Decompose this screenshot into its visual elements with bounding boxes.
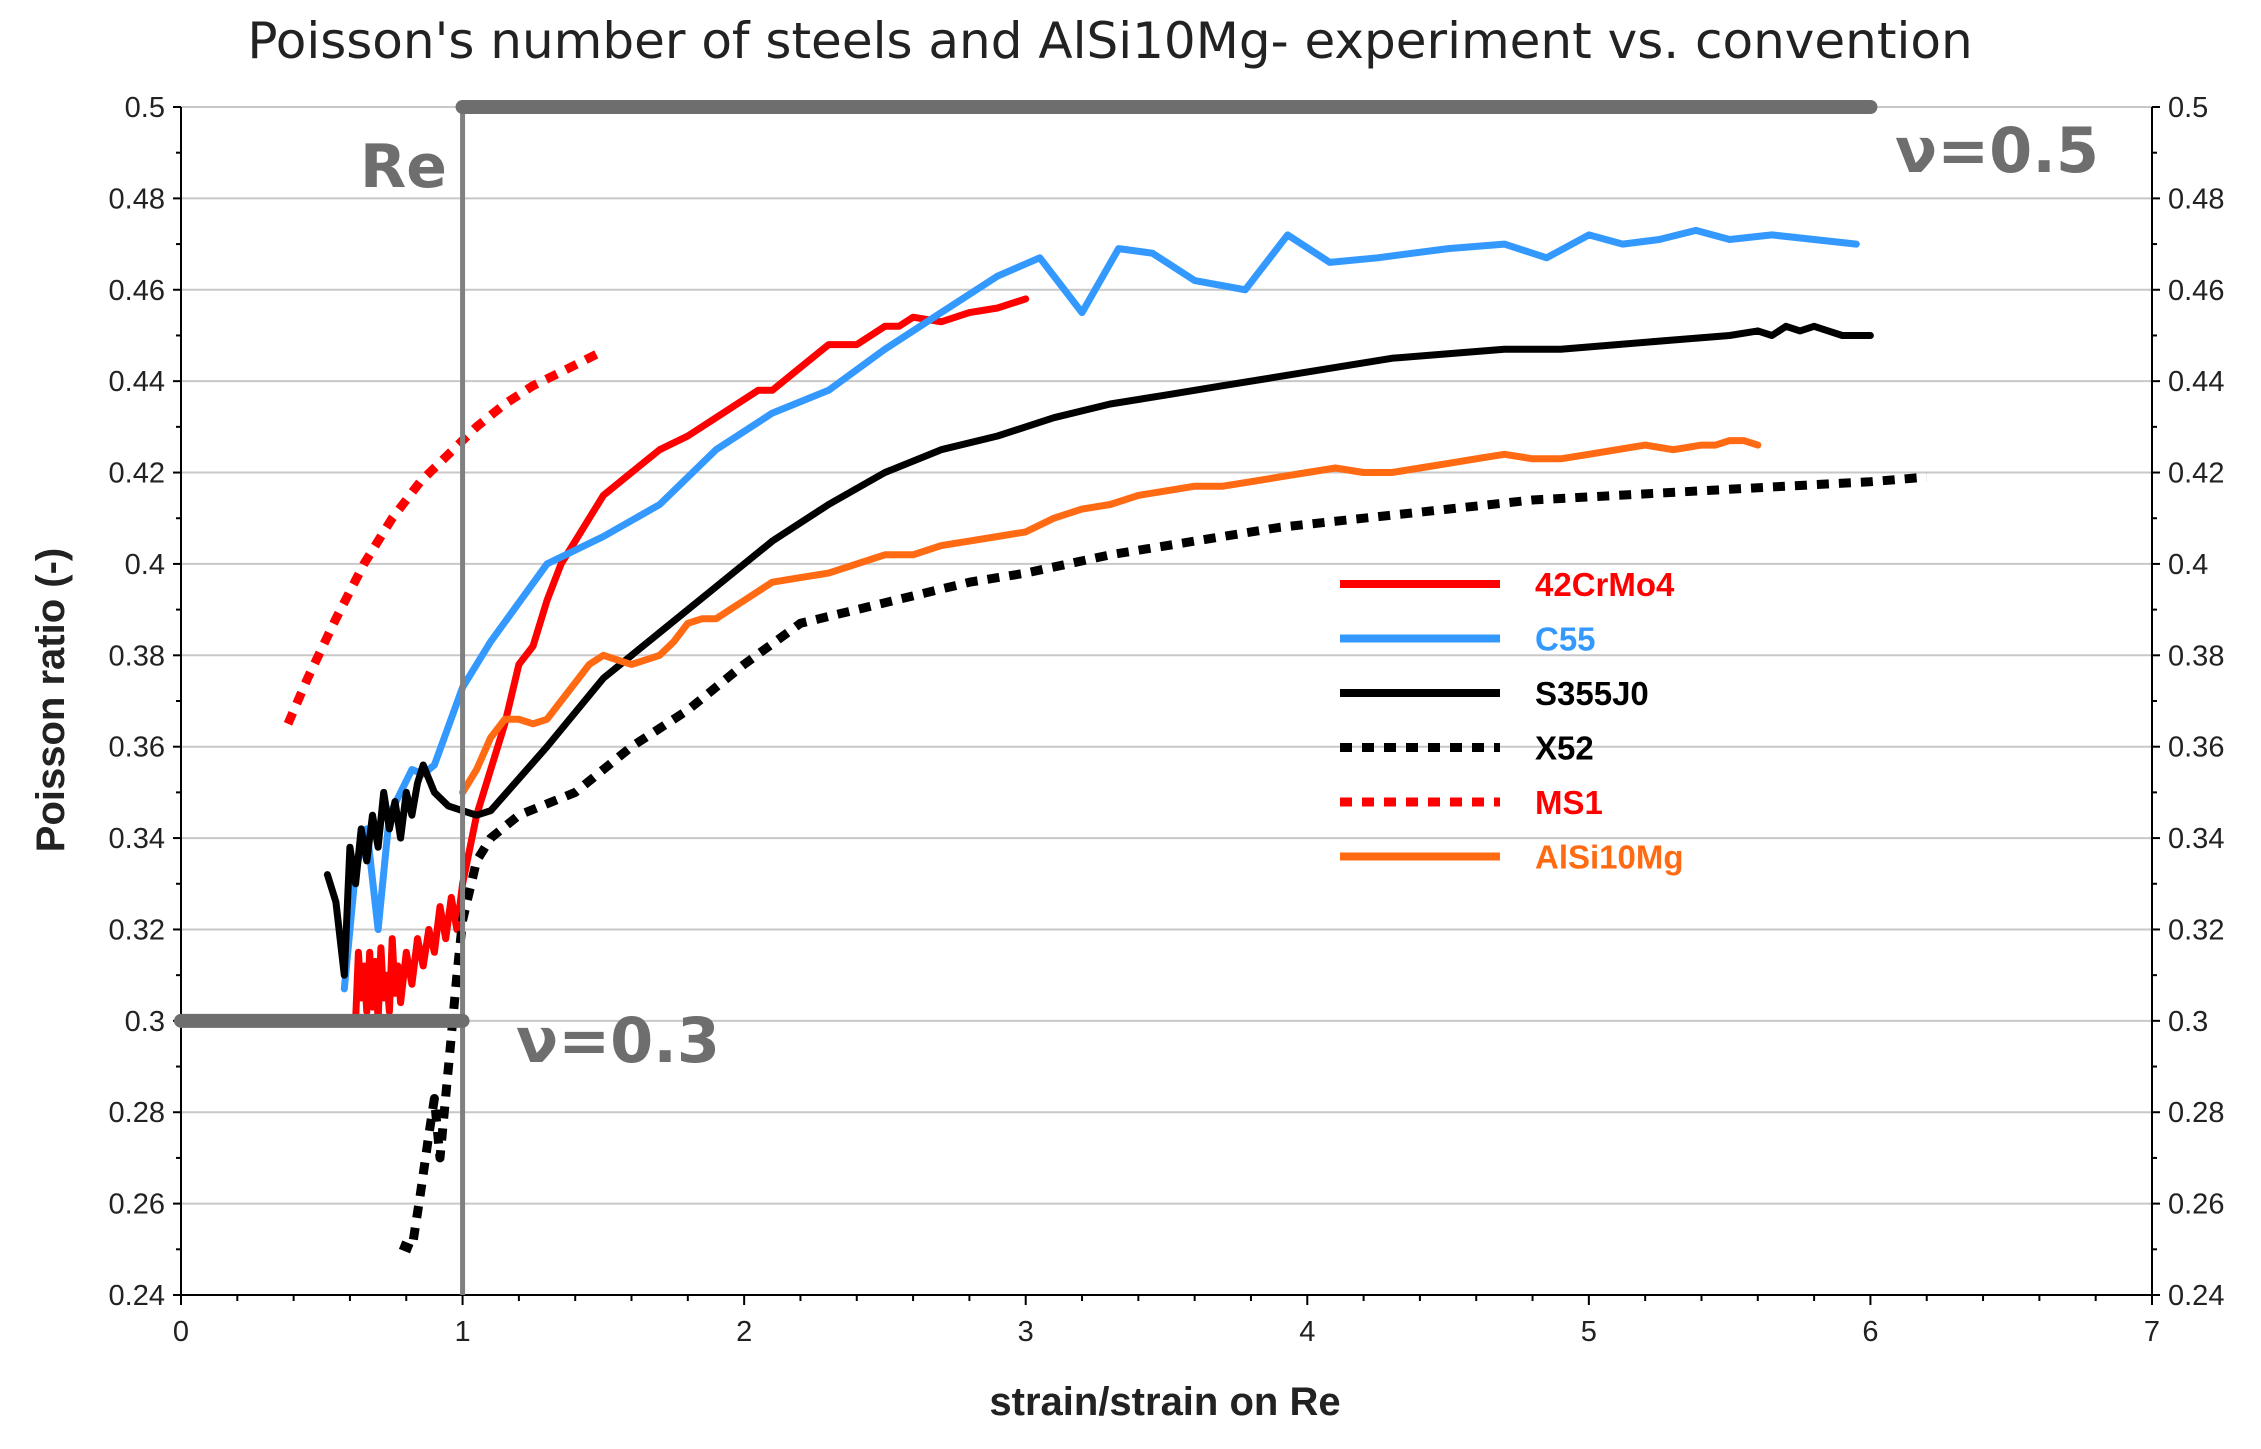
chart-title: Poisson's number of steels and AlSi10Mg-… [247, 12, 1972, 70]
series-layer [283, 226, 1928, 1254]
x-tick-label: 6 [1862, 1316, 1878, 1348]
x-tick-label: 3 [1018, 1316, 1034, 1348]
y-tick-label: 0.36 [109, 732, 165, 764]
y-tick-label: 0.48 [109, 183, 165, 215]
y-tick-label-right: 0.48 [2168, 183, 2224, 215]
y-tick-label-right: 0.42 [2168, 458, 2224, 490]
legend-label-42crmo4: 42CrMo4 [1535, 566, 1675, 603]
y-tick-label: 0.44 [109, 366, 165, 398]
y-tick-label: 0.26 [109, 1189, 165, 1221]
x-axis-label: strain/strain on Re [989, 1380, 1340, 1424]
series-line-alsi10mg [459, 437, 1762, 796]
y-tick-label-right: 0.32 [2168, 914, 2224, 946]
legend-label-ms1: MS1 [1535, 784, 1603, 821]
y-tick-label-right: 0.26 [2168, 1189, 2224, 1221]
y-tick-label: 0.3 [125, 1006, 165, 1038]
legend: 42CrMo4 C55 S355J0 X52 MS1 AlSi10Mg [1340, 566, 1684, 876]
x-tick-label: 7 [2144, 1316, 2160, 1348]
legend-label-s355j0: S355J0 [1535, 675, 1649, 712]
legend-label-alsi10mg: AlSi10Mg [1535, 839, 1684, 876]
y-tick-label: 0.42 [109, 458, 165, 490]
y-tick-label-right: 0.46 [2168, 275, 2224, 307]
x-tick-label: 4 [1299, 1316, 1315, 1348]
y-tick-label: 0.38 [109, 640, 165, 672]
grid-lines [181, 106, 2152, 1296]
y-tick-label-right: 0.4 [2168, 549, 2208, 581]
y-tick-label-right: 0.3 [2168, 1006, 2208, 1038]
x-tick-label: 0 [173, 1316, 189, 1348]
y-tick-label-right: 0.34 [2168, 823, 2224, 855]
legend-label-c55: C55 [1535, 621, 1596, 658]
x-tick-label: 5 [1581, 1316, 1597, 1348]
y-tick-label-right: 0.44 [2168, 366, 2224, 398]
y-tick-label-right: 0.38 [2168, 640, 2224, 672]
re-annotation: Re [360, 132, 447, 202]
y-axis-label: Poisson ratio (-) [29, 548, 73, 852]
y-tick-label: 0.5 [125, 92, 165, 124]
series-line-ms1 [283, 349, 600, 726]
x-tick-label: 1 [455, 1316, 471, 1348]
y-tick-label: 0.34 [109, 823, 165, 855]
y-tick-label-right: 0.24 [2168, 1280, 2224, 1312]
reference-lines [174, 100, 1878, 1295]
y-tick-label-right: 0.5 [2168, 92, 2208, 124]
series-line-s355j0 [323, 322, 1874, 979]
x-tick-label: 2 [736, 1316, 752, 1348]
legend-label-x52: X52 [1535, 730, 1594, 767]
y-tick-label: 0.24 [109, 1280, 165, 1312]
series-line-42crmo4 [352, 295, 1030, 1025]
series-line-x52 [398, 472, 1928, 1254]
y-tick-label: 0.28 [109, 1097, 165, 1129]
nu-low-annotation: ν=0.3 [516, 1004, 720, 1077]
y-tick-label-right: 0.36 [2168, 732, 2224, 764]
nu-high-annotation: ν=0.5 [1895, 114, 2099, 187]
y-tick-label: 0.46 [109, 275, 165, 307]
y-tick-label-right: 0.28 [2168, 1097, 2224, 1129]
y-tick-label: 0.4 [125, 549, 165, 581]
y-tick-label: 0.32 [109, 914, 165, 946]
axes: 0.24 0.24 0.26 0.26 0.28 0.28 0.3 0.3 0.32 0.32 0.… [109, 92, 2225, 1348]
